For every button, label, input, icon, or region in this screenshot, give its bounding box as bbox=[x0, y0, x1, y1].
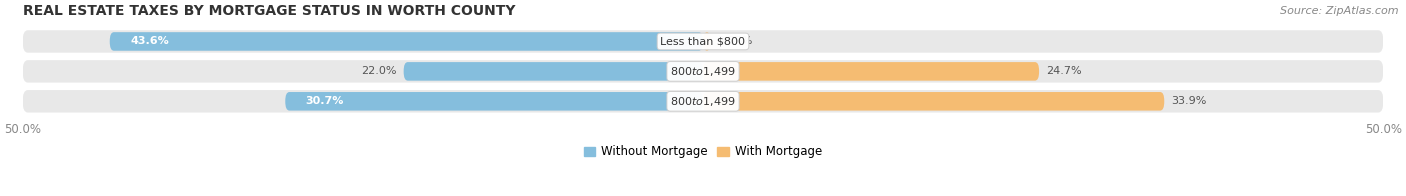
Legend: Without Mortgage, With Mortgage: Without Mortgage, With Mortgage bbox=[579, 141, 827, 163]
Text: 22.0%: 22.0% bbox=[361, 66, 396, 76]
Text: Source: ZipAtlas.com: Source: ZipAtlas.com bbox=[1281, 6, 1399, 16]
Text: 0.57%: 0.57% bbox=[717, 36, 754, 46]
FancyBboxPatch shape bbox=[22, 90, 1384, 113]
FancyBboxPatch shape bbox=[703, 32, 711, 51]
FancyBboxPatch shape bbox=[110, 32, 703, 51]
FancyBboxPatch shape bbox=[703, 62, 1039, 81]
Text: 30.7%: 30.7% bbox=[305, 96, 344, 106]
Text: $800 to $1,499: $800 to $1,499 bbox=[671, 65, 735, 78]
FancyBboxPatch shape bbox=[22, 60, 1384, 83]
Text: REAL ESTATE TAXES BY MORTGAGE STATUS IN WORTH COUNTY: REAL ESTATE TAXES BY MORTGAGE STATUS IN … bbox=[22, 4, 515, 18]
FancyBboxPatch shape bbox=[703, 92, 1164, 111]
Text: 33.9%: 33.9% bbox=[1171, 96, 1206, 106]
Text: 24.7%: 24.7% bbox=[1046, 66, 1081, 76]
FancyBboxPatch shape bbox=[285, 92, 703, 111]
Text: 43.6%: 43.6% bbox=[131, 36, 169, 46]
Text: Less than $800: Less than $800 bbox=[661, 36, 745, 46]
FancyBboxPatch shape bbox=[22, 30, 1384, 53]
FancyBboxPatch shape bbox=[404, 62, 703, 81]
Text: $800 to $1,499: $800 to $1,499 bbox=[671, 95, 735, 108]
